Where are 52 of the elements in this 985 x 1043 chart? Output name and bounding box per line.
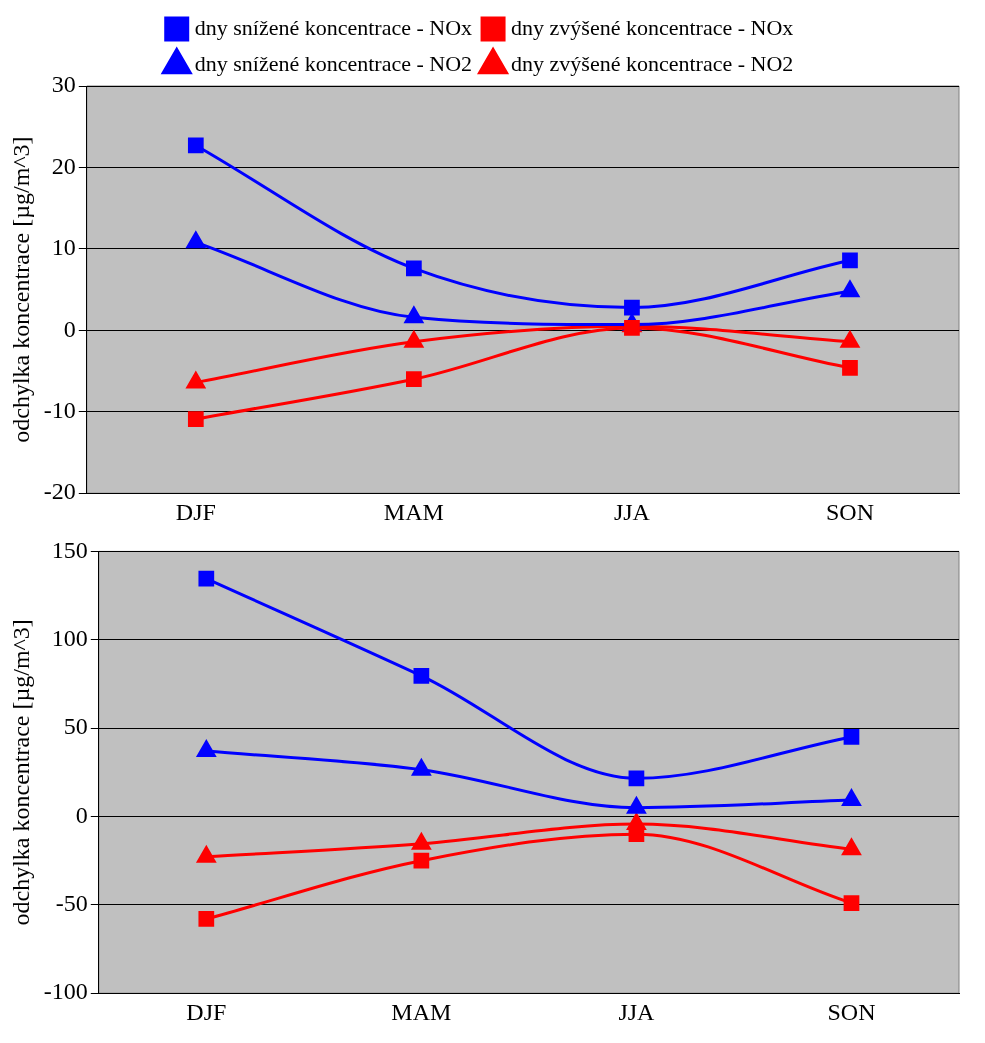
y-tick-label: -20 (43, 478, 76, 505)
legend-label: dny snížené koncentrace - NOx (194, 14, 473, 40)
y-tick-label: 100 (51, 625, 88, 652)
point (624, 299, 640, 316)
point (627, 797, 646, 814)
point (197, 846, 216, 863)
x-tick-label: MAM (383, 498, 444, 525)
point (842, 252, 858, 269)
x-tick-label: DJF (186, 998, 227, 1025)
x-tick-label: SON (825, 498, 874, 525)
y-axis-title: odchylka koncentrace [µg/m^3] (7, 619, 34, 926)
point (187, 411, 204, 427)
point (842, 789, 861, 807)
point (840, 331, 860, 348)
point (843, 729, 860, 745)
legend-label: dny zvýšené koncentrace - NO2 (511, 50, 794, 76)
y-tick-label: 20 (51, 152, 76, 179)
y-tick-label: 10 (51, 234, 76, 261)
point (413, 667, 430, 684)
y-axis-title: odchylka koncentrace [µg/m^3] (7, 136, 34, 443)
point (186, 231, 206, 249)
point (624, 320, 640, 336)
y-tick-label: 0 (63, 315, 76, 342)
y-tick-label: -100 (43, 978, 88, 1005)
point (842, 359, 858, 376)
x-tick-label: JJA (613, 498, 651, 525)
point (406, 371, 422, 388)
point (404, 306, 424, 324)
x-tick-label: MAM (391, 998, 452, 1025)
point (406, 260, 422, 277)
y-tick-label: -10 (43, 397, 76, 424)
point (412, 833, 431, 850)
point (186, 371, 206, 389)
x-tick-label: DJF (175, 498, 216, 525)
point (840, 280, 860, 298)
y-tick-label: 0 (75, 801, 88, 828)
point (842, 838, 861, 856)
point (404, 331, 424, 348)
point (413, 852, 430, 869)
legend-label: dny snížené koncentrace - NO2 (194, 50, 473, 76)
y-tick-label: 150 (51, 536, 88, 563)
y-tick-label: -50 (55, 890, 88, 917)
point (197, 740, 216, 758)
y-tick-label: 50 (63, 713, 88, 740)
y-tick-label: 30 (51, 71, 76, 98)
point (198, 570, 215, 587)
legend-label: dny zvýšené koncentrace - NOx (511, 14, 794, 40)
x-tick-label: JJA (618, 998, 656, 1025)
x-tick-label: SON (827, 998, 876, 1025)
point (187, 137, 204, 154)
point (412, 759, 431, 776)
point (628, 770, 645, 787)
